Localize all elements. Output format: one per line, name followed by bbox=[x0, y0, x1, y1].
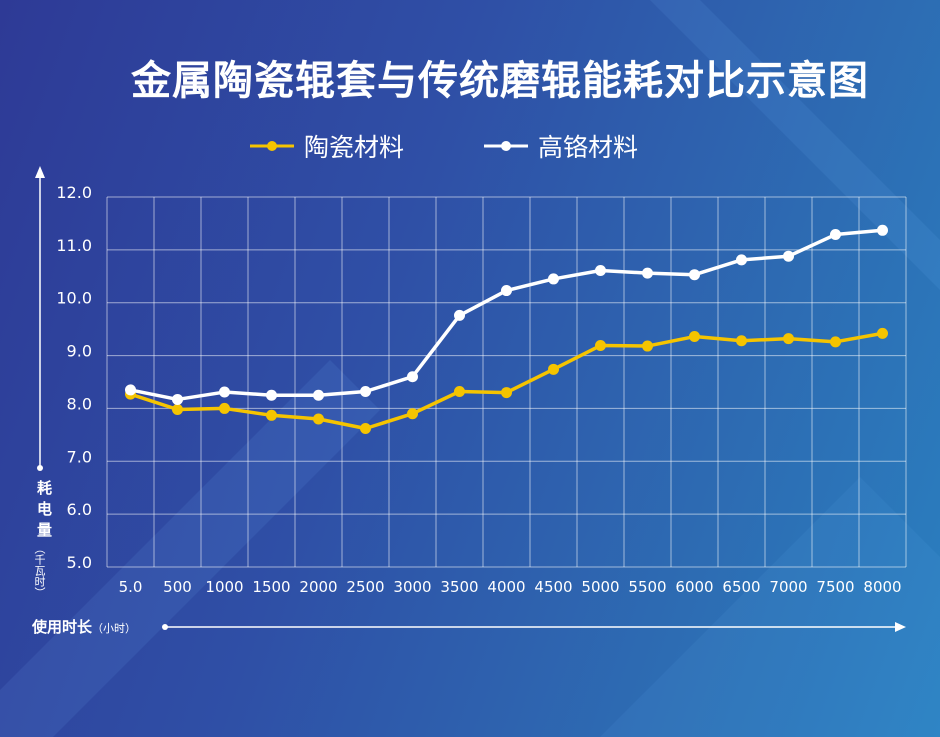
data-point-chrome bbox=[313, 389, 324, 401]
series-line-ceramic bbox=[129, 331, 883, 431]
legend-item-ceramic: 陶瓷材料 bbox=[250, 128, 404, 164]
x-tick-label: 3500 bbox=[440, 578, 478, 596]
x-axis-arrow-icon bbox=[895, 622, 906, 632]
x-axis-title: 使用时长 bbox=[32, 618, 93, 636]
data-point-ceramic bbox=[313, 413, 324, 425]
decor-stripe bbox=[600, 477, 940, 737]
y-axis-title: 耗电量 bbox=[35, 480, 53, 543]
x-tick-label: 5500 bbox=[628, 578, 666, 596]
data-point-chrome bbox=[266, 389, 277, 401]
x-tick-label: 6500 bbox=[722, 578, 760, 596]
decor-stripe bbox=[0, 360, 380, 737]
y-tick-label: 7.0 bbox=[67, 447, 92, 466]
legend-label-ceramic: 陶瓷材料 bbox=[304, 133, 405, 162]
data-point-chrome bbox=[360, 386, 371, 398]
x-tick-label: 6000 bbox=[675, 578, 713, 596]
data-point-chrome bbox=[736, 254, 747, 266]
x-tick-label: 7500 bbox=[816, 578, 854, 596]
legend-marker-ceramic bbox=[250, 141, 294, 151]
chart-title: 金属陶瓷辊套与传统磨辊能耗对比示意图 bbox=[131, 58, 869, 104]
data-point-chrome bbox=[548, 273, 559, 285]
x-tick-label: 4500 bbox=[534, 578, 572, 596]
data-point-ceramic bbox=[830, 336, 841, 348]
data-point-chrome bbox=[877, 224, 888, 236]
data-point-chrome bbox=[219, 386, 230, 398]
data-point-chrome bbox=[830, 229, 841, 241]
legend-marker-chrome bbox=[484, 141, 529, 151]
data-point-ceramic bbox=[595, 340, 606, 352]
data-point-chrome bbox=[125, 384, 136, 396]
y-axis-arrow-icon bbox=[35, 166, 45, 178]
x-tick-label: 7000 bbox=[769, 578, 807, 596]
x-tick-label: 3000 bbox=[393, 578, 431, 596]
data-point-ceramic bbox=[689, 331, 700, 343]
x-tick-label: 2000 bbox=[299, 578, 337, 596]
data-point-ceramic bbox=[172, 403, 183, 415]
data-point-ceramic bbox=[642, 340, 653, 352]
y-axis-label: 耗电量 （千瓦时） bbox=[33, 480, 53, 598]
x-axis-dot bbox=[162, 624, 168, 630]
x-tick-label: 1000 bbox=[205, 578, 243, 596]
data-point-chrome bbox=[642, 267, 653, 279]
x-axis-label: 使用时长（小时） bbox=[32, 616, 136, 637]
y-axis-unit: （千瓦时） bbox=[33, 543, 46, 598]
decor-stripe bbox=[650, 0, 940, 290]
data-point-ceramic bbox=[877, 327, 888, 339]
legend: 陶瓷材料 高铬材料 bbox=[250, 128, 638, 164]
data-point-ceramic bbox=[360, 423, 371, 435]
data-point-chrome bbox=[595, 264, 606, 276]
data-point-ceramic bbox=[454, 386, 465, 398]
data-point-chrome bbox=[172, 393, 183, 405]
y-tick-label: 6.0 bbox=[67, 500, 92, 519]
y-tick-label: 8.0 bbox=[67, 394, 92, 413]
data-point-ceramic bbox=[736, 335, 747, 347]
y-tick-label: 5.0 bbox=[67, 553, 92, 572]
data-point-chrome bbox=[783, 250, 794, 262]
y-tick-label: 10.0 bbox=[56, 289, 92, 308]
data-point-chrome bbox=[454, 309, 465, 321]
data-point-ceramic bbox=[783, 333, 794, 345]
legend-item-chrome: 高铬材料 bbox=[484, 128, 638, 164]
x-tick-label: 5.0 bbox=[119, 578, 143, 596]
data-point-ceramic bbox=[219, 402, 230, 414]
data-point-chrome bbox=[407, 371, 418, 383]
x-tick-label: 5000 bbox=[581, 578, 619, 596]
x-tick-label: 1500 bbox=[252, 578, 290, 596]
data-point-ceramic bbox=[548, 363, 559, 375]
x-tick-label: 2500 bbox=[346, 578, 384, 596]
y-axis-dot bbox=[37, 465, 43, 471]
series-line-chrome bbox=[130, 228, 883, 402]
y-tick-label: 9.0 bbox=[67, 342, 92, 361]
data-point-ceramic bbox=[266, 409, 277, 421]
data-point-chrome bbox=[689, 269, 700, 281]
legend-label-chrome: 高铬材料 bbox=[538, 133, 639, 162]
data-point-ceramic bbox=[407, 408, 418, 420]
data-point-ceramic bbox=[501, 387, 512, 399]
data-point-chrome bbox=[501, 285, 512, 297]
y-tick-label: 11.0 bbox=[56, 236, 92, 255]
x-axis-unit: （小时） bbox=[92, 622, 137, 635]
x-tick-label: 500 bbox=[163, 578, 192, 596]
x-tick-label: 4000 bbox=[487, 578, 525, 596]
y-tick-label: 12.0 bbox=[56, 183, 92, 202]
x-tick-label: 8000 bbox=[863, 578, 901, 596]
